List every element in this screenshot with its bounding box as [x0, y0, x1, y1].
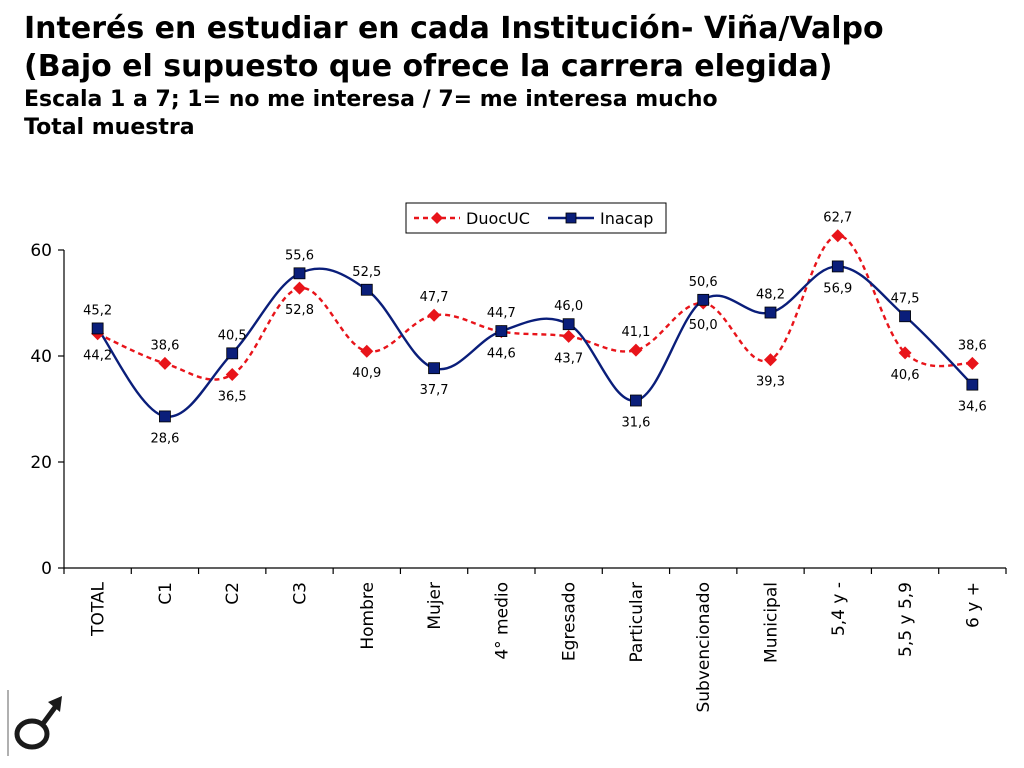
data-label-lower: 44,2 [83, 349, 112, 364]
x-category-label: Municipal [762, 582, 782, 663]
duocuc-point [158, 356, 172, 370]
title-line-3: Escala 1 a 7; 1= no me interesa / 7= me … [24, 87, 718, 112]
data-label-upper: 47,7 [420, 290, 449, 305]
legend-label-duocuc: DuocUC [466, 209, 530, 228]
x-category-label: Hombre [358, 582, 378, 650]
data-label-upper: 40,5 [218, 328, 247, 343]
x-category-label: 5,5 y 5,9 [896, 582, 916, 657]
y-tick-label: 0 [41, 559, 52, 579]
inacap-point [966, 378, 979, 391]
legend-box [405, 202, 667, 234]
inacap-point [428, 362, 440, 375]
data-label-upper: 38,6 [150, 338, 179, 353]
title-line-1: Interés en estudiar en cada Institución-… [24, 11, 884, 46]
chart-heading: Interés en estudiar en cada Institución-… [24, 10, 1014, 142]
legend-marker-inacap [565, 212, 577, 224]
inacap-point [697, 293, 710, 306]
data-label-upper: 41,1 [621, 325, 650, 340]
x-category-label: Egresado [560, 582, 580, 661]
data-label-upper: 47,5 [891, 291, 920, 306]
data-label-upper: 38,6 [958, 338, 987, 353]
data-label-lower: 43,7 [554, 351, 583, 366]
data-label-lower: 28,6 [150, 431, 179, 446]
duocuc-point [898, 346, 912, 360]
data-label-upper: 50,6 [689, 275, 718, 290]
inacap-point [91, 322, 104, 335]
data-label-lower: 39,3 [756, 375, 785, 390]
inacap-point [226, 347, 239, 360]
duocuc-point [965, 356, 979, 370]
duocuc-point [293, 281, 306, 295]
data-label-upper: 48,2 [756, 288, 785, 303]
x-category-label: TOTAL [89, 581, 109, 636]
duocuc-point [562, 329, 576, 343]
data-label-lower: 40,6 [891, 368, 920, 383]
inacap-point [293, 267, 306, 280]
inacap-point [360, 283, 373, 296]
x-category-label: 6 y + [963, 582, 983, 628]
data-label-lower: 34,6 [958, 400, 987, 415]
inacap-point [562, 318, 575, 331]
inacap-point [630, 394, 642, 407]
gender-symbol-icon [7, 690, 62, 756]
duocuc-point [360, 344, 374, 358]
data-label-upper: 52,5 [352, 265, 381, 280]
inacap-point [495, 325, 508, 337]
data-label-lower: 52,8 [285, 303, 314, 318]
duocuc-point [629, 343, 643, 357]
data-label-lower: 44,6 [487, 347, 516, 362]
data-label-lower: 31,6 [621, 416, 650, 431]
duocuc-point [831, 229, 845, 243]
x-category-label: Mujer [425, 582, 445, 630]
x-category-label: Subvencionado [694, 582, 714, 713]
inacap-point [899, 310, 911, 323]
duocuc-point [225, 368, 239, 382]
x-category-label: C3 [291, 582, 311, 605]
x-category-label: 4° medio [492, 582, 512, 660]
x-category-label: C1 [156, 582, 176, 605]
data-label-lower: 56,9 [823, 281, 852, 296]
x-category-label: 5,4 y - [829, 582, 849, 636]
y-tick-label: 60 [30, 241, 52, 261]
data-label-upper: 45,2 [83, 303, 112, 318]
data-label-upper: 55,6 [285, 248, 314, 263]
y-tick-label: 40 [30, 347, 52, 367]
y-tick-label: 20 [30, 453, 52, 473]
title-line-2: (Bajo el supuesto que ofrece la carrera … [24, 49, 833, 84]
data-label-upper: 46,0 [554, 299, 583, 314]
data-label-lower: 40,9 [352, 366, 381, 381]
data-label-upper: 44,7 [487, 306, 516, 321]
duocuc-point [764, 353, 777, 367]
inacap-point [159, 410, 171, 423]
inacap-point [764, 306, 777, 319]
x-category-label: Particular [627, 582, 647, 663]
data-label-lower: 50,0 [689, 318, 718, 333]
data-label-lower: 37,7 [420, 383, 449, 398]
data-label-upper: 62,7 [823, 211, 852, 226]
inacap-point [831, 260, 844, 273]
duocuc-point [427, 308, 441, 322]
legend-label-inacap: Inacap [600, 209, 653, 228]
legend-marker-duocuc [431, 212, 443, 224]
title-line-4: Total muestra [24, 115, 195, 140]
x-category-label: C2 [223, 582, 243, 605]
data-label-lower: 36,5 [218, 390, 247, 405]
